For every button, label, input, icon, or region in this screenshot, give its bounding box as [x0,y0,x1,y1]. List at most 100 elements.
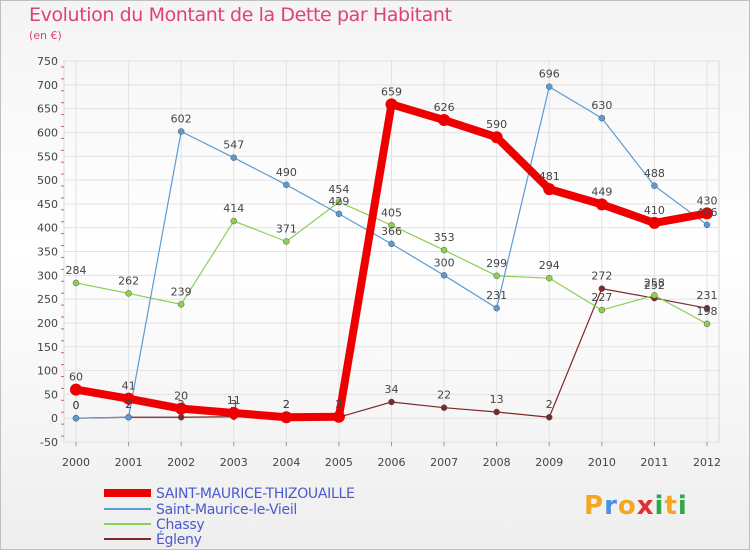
data-point-2 [283,238,290,245]
data-point-2 [493,272,500,280]
y-tick-label: 700 [37,79,58,92]
data-label: 481 [539,170,560,183]
data-label: 22 [437,389,451,402]
chart-subtitle: (en €) [29,29,62,42]
data-point-2 [598,306,606,314]
data-label: 2 [283,398,290,411]
data-point-1 [493,304,500,312]
data-label: 60 [69,371,83,384]
data-point-0 [70,383,82,396]
logo-letter: r [604,491,618,521]
y-tick-label: 650 [37,103,58,116]
data-point-1 [703,221,711,229]
chart-title: Evolution du Montant de la Dette par Hab… [29,4,452,26]
data-label: 366 [381,225,402,238]
data-point-3 [546,413,553,421]
data-label: 198 [697,305,718,318]
data-label: 3 [335,398,342,411]
x-tick-label: 2000 [62,456,90,469]
y-tick-label: 500 [37,174,58,187]
data-label: 2 [335,398,342,411]
data-point-2 [388,222,395,229]
data-point-0 [385,98,398,111]
data-label: 262 [118,274,139,287]
data-point-2 [177,301,185,308]
data-point-3 [703,304,711,312]
data-point-1 [546,83,553,90]
data-label: 406 [697,206,718,219]
data-point-0 [490,131,503,144]
data-point-3 [493,408,500,416]
data-point-1 [230,154,237,161]
data-label: 3 [230,398,237,411]
y-tick-label: 350 [37,246,58,259]
data-label: 227 [591,291,612,304]
legend-label: Chassy [156,517,204,533]
data-point-2 [651,292,658,299]
logo-letter: o [617,491,637,521]
data-label: 20 [174,390,188,403]
y-tick-label: 50 [44,388,58,401]
y-tick-label: 100 [37,365,58,378]
data-label: 2 [125,398,132,411]
data-label: 630 [591,99,612,112]
data-point-2 [335,198,343,206]
proxiti-logo: Proxiti [584,491,688,521]
data-point-0 [227,406,240,419]
legend-label: Saint-Maurice-le-Vieil [156,502,297,518]
y-tick-label: 150 [37,341,58,354]
data-point-2 [546,274,553,282]
y-tick-label: 0 [51,412,58,425]
data-point-0 [332,410,345,423]
data-point-2 [72,279,80,287]
x-tick-label: 2004 [272,456,300,469]
x-tick-label: 2005 [325,456,353,469]
y-tick-label: 600 [37,126,58,139]
data-label: 231 [486,289,507,302]
logo-letter: i [654,491,665,521]
data-label: 284 [66,264,87,277]
data-label: 0 [73,399,80,412]
y-tick-label: 550 [37,150,58,163]
y-tick-label: 750 [37,55,58,68]
data-label: 239 [171,285,192,298]
data-label: 488 [644,167,665,180]
data-label: 2 [178,398,185,411]
data-label: 626 [434,101,455,114]
data-label: 34 [385,383,399,396]
data-point-0 [280,411,293,424]
data-label: 294 [539,259,560,272]
data-label: 371 [276,222,297,235]
x-tick-label: 2011 [640,456,668,469]
data-label: 410 [644,204,665,217]
data-point-0 [438,114,451,127]
logo-letter: P [584,491,605,521]
data-point-2 [125,290,132,297]
data-label: 231 [697,289,718,302]
data-point-1 [125,413,132,421]
data-label: 449 [591,185,612,198]
logo-letter: i [677,491,688,521]
data-label: 2 [546,398,553,411]
x-tick-label: 2008 [483,456,511,469]
data-label: 659 [381,85,402,98]
data-point-1 [335,210,343,218]
data-point-3 [177,413,185,421]
x-tick-label: 2012 [693,456,721,469]
y-tick-label: 200 [37,317,58,330]
y-tick-label: 400 [37,222,58,235]
data-point-0 [701,207,713,220]
data-point-1 [388,240,395,248]
x-tick-label: 2007 [430,456,458,469]
data-label: 590 [486,118,507,131]
data-point-0 [595,198,608,211]
y-tick-label: -50 [40,436,58,449]
data-point-2 [440,246,448,254]
data-point-0 [543,183,556,196]
data-label: 272 [591,270,612,283]
data-point-2 [703,320,711,328]
x-tick-label: 2001 [115,456,143,469]
data-point-3 [440,404,448,411]
